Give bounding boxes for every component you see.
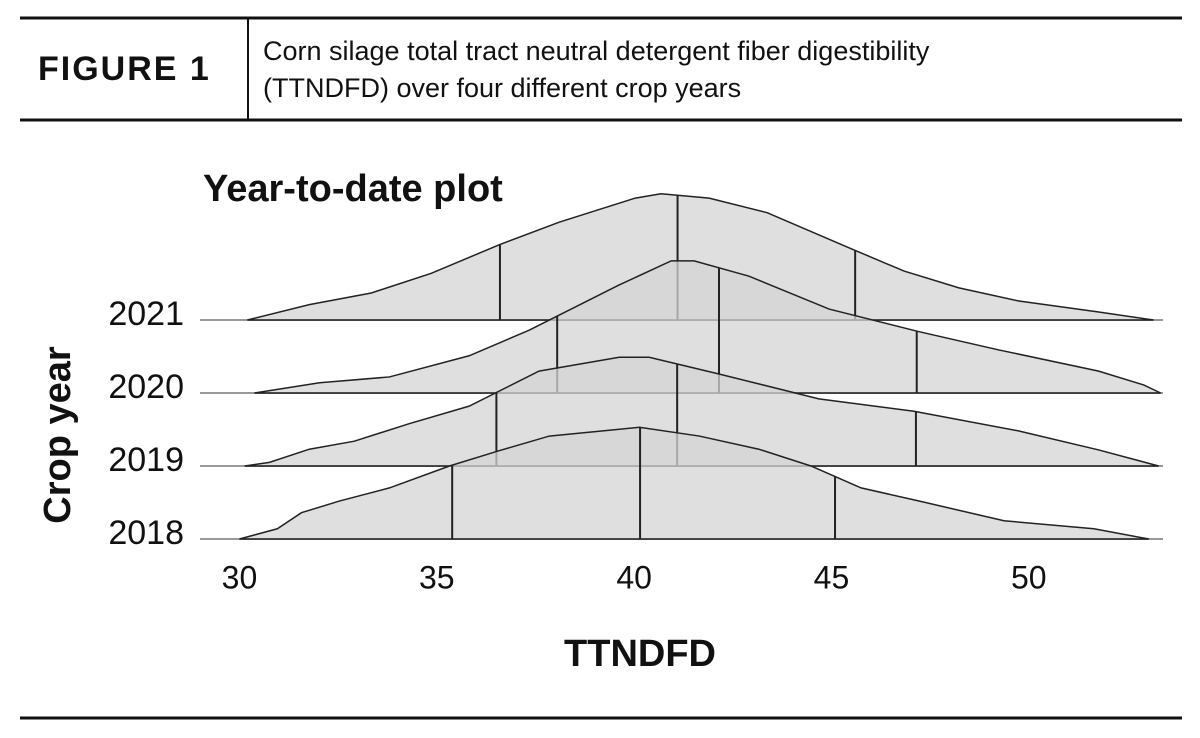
y-tick-label: 2019 <box>108 441 184 479</box>
x-tick-label: 35 <box>419 559 455 595</box>
x-tick-label: 50 <box>1011 559 1047 595</box>
density-ridge <box>239 426 1149 540</box>
y-axis-title: Crop year <box>37 346 79 524</box>
caption-line: Corn silage total tract neutral detergen… <box>263 36 930 66</box>
y-tick-label: 2021 <box>108 295 184 333</box>
caption-line: (TTNDFD) over four different crop years <box>263 73 741 103</box>
figure-label: FIGURE 1 <box>38 50 211 88</box>
x-tick-label: 30 <box>222 559 258 595</box>
x-tick-label: 45 <box>814 559 850 595</box>
density-ridge <box>254 260 1161 394</box>
x-axis-title: TTNDFD <box>564 633 716 675</box>
y-tick-label: 2018 <box>108 514 184 552</box>
y-tick-label: 2020 <box>108 368 184 406</box>
density-ridge <box>247 192 1154 321</box>
x-tick-label: 40 <box>616 559 652 595</box>
density-ridge <box>244 356 1159 467</box>
chart-title: Year-to-date plot <box>203 168 503 210</box>
